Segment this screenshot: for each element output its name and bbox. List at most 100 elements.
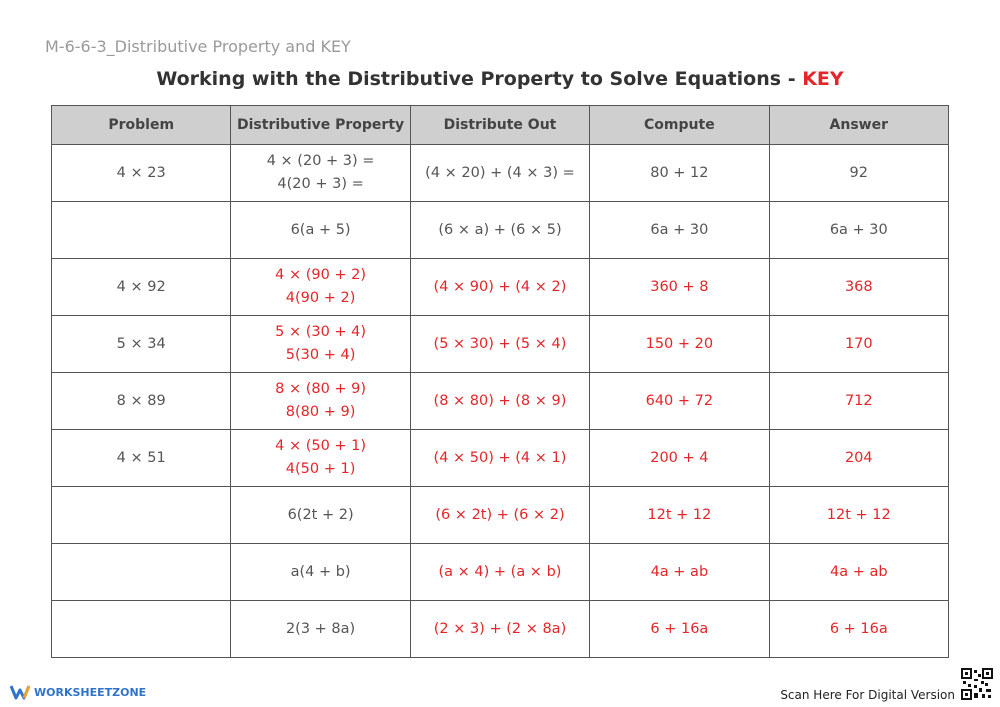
cell-line: 92 xyxy=(849,164,868,181)
table-cell xyxy=(50,543,232,601)
cell-line: 2(3 + 8a) xyxy=(285,620,356,637)
cell-line: (2 × 3) + (2 × 8a) xyxy=(433,620,567,637)
answer-table: Problem Distributive Property Distribute O… xyxy=(50,105,950,658)
cell-line: 6a + 30 xyxy=(829,221,888,238)
table-cell: 5 × 34 xyxy=(50,315,232,373)
cell-line: 640 + 72 xyxy=(645,392,714,409)
table-cell: 150 + 20 xyxy=(589,315,770,373)
table-cell: 12t + 12 xyxy=(768,486,950,544)
table-body: 4 × 23 4 × (20 + 3) = 4(20 + 3) = (4 × 20) … xyxy=(50,144,950,658)
document-id: M-6-6-3_Distributive Property and KEY xyxy=(45,37,351,56)
cell-line: 8 × (80 + 9) xyxy=(275,381,367,397)
cell-line: 4(90 + 2) xyxy=(285,290,356,306)
cell-line: 170 xyxy=(844,335,873,352)
table-row: 4 × 23 4 × (20 + 3) = 4(20 + 3) = (4 × 20) … xyxy=(50,144,950,202)
cell-line: 4a + ab xyxy=(650,563,709,580)
table-cell: (2 × 3) + (2 × 8a) xyxy=(409,600,591,658)
table-cell: 80 + 12 xyxy=(589,144,770,202)
table-cell: (8 × 80) + (8 × 9) xyxy=(409,372,591,430)
cell-line: 4 × (20 + 3) = xyxy=(266,153,375,169)
cell-line: 712 xyxy=(844,392,873,409)
table-row: 5 × 34 5 × (30 + 4) 5(30 + 4) (5 × 30) + (5… xyxy=(50,315,950,373)
table-row: 2(3 + 8a) (2 × 3) + (2 × 8a) 6 + 16a 6 + 16… xyxy=(50,600,950,658)
cell-line: (4 × 20) + (4 × 3) = xyxy=(425,164,575,181)
table-cell: 2(3 + 8a) xyxy=(230,600,411,658)
table-cell xyxy=(50,600,232,658)
cell-line: a(4 + b) xyxy=(290,563,351,580)
table-cell: 4 × 51 xyxy=(50,429,232,487)
cell-line: (6 × 2t) + (6 × 2) xyxy=(435,506,565,523)
table-cell: 360 + 8 xyxy=(589,258,770,316)
cell-line: 4a + ab xyxy=(829,563,888,580)
table-cell: 4 × 92 xyxy=(50,258,232,316)
table-cell: 12t + 12 xyxy=(589,486,770,544)
table-cell: (6 × a) + (6 × 5) xyxy=(409,201,591,259)
table-cell: 4 × (90 + 2) 4(90 + 2) xyxy=(230,258,411,316)
table-row: 8 × 89 8 × (80 + 9) 8(80 + 9) (8 × 80) + (8… xyxy=(50,372,950,430)
table-cell: (a × 4) + (a × b) xyxy=(409,543,591,601)
cell-line: 6a + 30 xyxy=(650,221,709,238)
cell-line: 6 + 16a xyxy=(829,620,888,637)
table-cell xyxy=(50,486,232,544)
cell-line: (8 × 80) + (8 × 9) xyxy=(433,392,567,409)
cell-line: (4 × 90) + (4 × 2) xyxy=(433,278,567,295)
table-cell: 8 × 89 xyxy=(50,372,232,430)
cell-line: 80 + 12 xyxy=(650,164,709,181)
cell-line: 12t + 12 xyxy=(647,506,712,523)
brand: WORKSHEETZONE xyxy=(10,684,146,700)
qr-code[interactable] xyxy=(961,668,993,700)
cell-line: 5(30 + 4) xyxy=(285,347,356,363)
cell-line: 4 × (50 + 1) xyxy=(275,438,367,454)
table-cell: 4 × 23 xyxy=(50,144,232,202)
table-cell: 170 xyxy=(768,315,950,373)
cell-line: 8(80 + 9) xyxy=(285,404,356,420)
cell-line: 4(20 + 3) = xyxy=(277,176,364,192)
cell-line: 4(50 + 1) xyxy=(285,461,356,477)
cell-line: 368 xyxy=(844,278,873,295)
cell-line: 6 + 16a xyxy=(650,620,709,637)
table-row: 4 × 92 4 × (90 + 2) 4(90 + 2) (4 × 90) + (4… xyxy=(50,258,950,316)
cell-line: 4 × (90 + 2) xyxy=(275,267,367,283)
column-header: Distributive Property xyxy=(230,105,411,145)
title-text: Working with the Distributive Property t… xyxy=(156,68,796,90)
cell-line: (5 × 30) + (5 × 4) xyxy=(433,335,567,352)
table-cell: 6a + 30 xyxy=(768,201,950,259)
table-cell: 4 × (20 + 3) = 4(20 + 3) = xyxy=(230,144,411,202)
cell-line: 6(2t + 2) xyxy=(287,506,354,523)
table-cell: 6 + 16a xyxy=(589,600,770,658)
table-cell xyxy=(50,201,232,259)
table-row: 6(2t + 2) (6 × 2t) + (6 × 2) 12t + 12 12t +… xyxy=(50,486,950,544)
cell-line: 4 × 23 xyxy=(116,164,166,181)
table-row: 6(a + 5) (6 × a) + (6 × 5) 6a + 30 6a + 30 xyxy=(50,201,950,259)
table-row: 4 × 51 4 × (50 + 1) 4(50 + 1) (4 × 50) + (4… xyxy=(50,429,950,487)
cell-line: (a × 4) + (a × b) xyxy=(438,563,562,580)
table-cell: 6a + 30 xyxy=(589,201,770,259)
cell-line: 6(a + 5) xyxy=(290,221,351,238)
title: Working with the Distributive Property t… xyxy=(0,68,1000,90)
table-cell: 92 xyxy=(768,144,950,202)
table-cell: a(4 + b) xyxy=(230,543,411,601)
cell-line: 360 + 8 xyxy=(650,278,709,295)
table-cell: 5 × (30 + 4) 5(30 + 4) xyxy=(230,315,411,373)
cell-line: 4 × 92 xyxy=(116,278,166,295)
table-cell: 200 + 4 xyxy=(589,429,770,487)
cell-line: 5 × (30 + 4) xyxy=(275,324,367,340)
table-cell: (5 × 30) + (5 × 4) xyxy=(409,315,591,373)
table-cell: (4 × 50) + (4 × 1) xyxy=(409,429,591,487)
cell-line: (6 × a) + (6 × 5) xyxy=(438,221,562,238)
table-cell: 4 × (50 + 1) 4(50 + 1) xyxy=(230,429,411,487)
table-cell: 6 + 16a xyxy=(768,600,950,658)
table-cell: 204 xyxy=(768,429,950,487)
scan-text: Scan Here For Digital Version xyxy=(780,688,955,702)
table-cell: (4 × 20) + (4 × 3) = xyxy=(409,144,591,202)
column-header: Problem xyxy=(50,105,232,145)
table-cell: (4 × 90) + (4 × 2) xyxy=(409,258,591,316)
cell-line: 8 × 89 xyxy=(116,392,166,409)
header-row: Problem Distributive Property Distribute O… xyxy=(50,105,950,145)
column-header: Compute xyxy=(589,105,770,145)
table-cell: 4a + ab xyxy=(768,543,950,601)
table-row: a(4 + b) (a × 4) + (a × b) 4a + ab 4a + ab xyxy=(50,543,950,601)
cell-line: 200 + 4 xyxy=(650,449,709,466)
table-cell: (6 × 2t) + (6 × 2) xyxy=(409,486,591,544)
